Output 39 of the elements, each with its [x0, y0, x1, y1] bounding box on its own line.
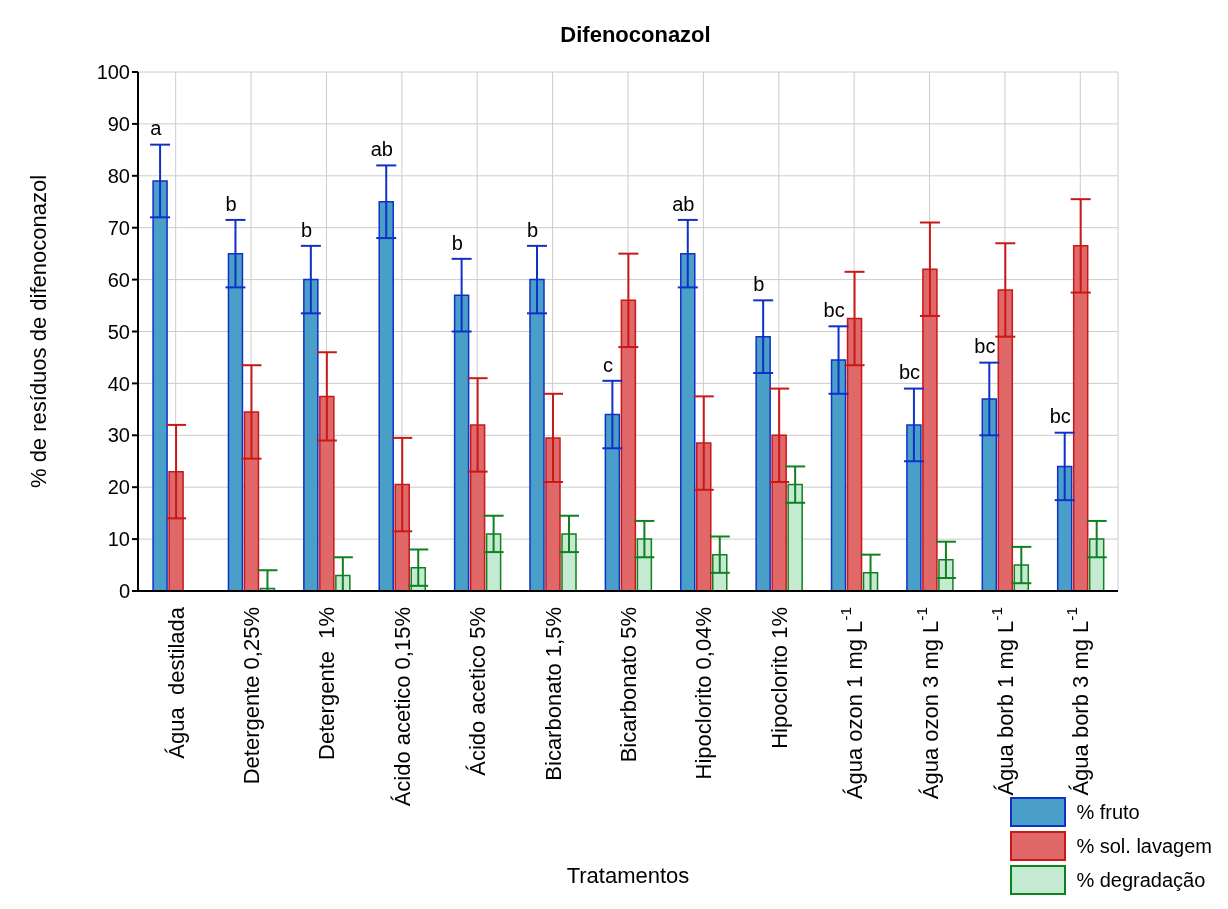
- y-tick-label: 20: [107, 476, 130, 499]
- x-tick-label: Ácido acetico 5%: [464, 607, 490, 776]
- chart-title: Difenoconazol: [559, 22, 712, 48]
- annotation: bc: [823, 299, 845, 322]
- legend-label: % fruto: [1076, 800, 1140, 824]
- legend-label: % sol. lavagem: [1076, 834, 1212, 858]
- x-tick-label: Bicarbonato 1,5%: [540, 607, 566, 781]
- y-tick-label: 80: [107, 164, 130, 187]
- y-tick-label: 90: [107, 113, 130, 135]
- y-tick-label: 0: [118, 580, 130, 603]
- x-tick-label: Ácido acetico 0,15%: [389, 607, 415, 807]
- annotation: bc: [1049, 405, 1071, 428]
- x-axis-title: Tratamentos: [566, 863, 690, 888]
- annotation: b: [527, 218, 539, 241]
- annotation: b: [300, 218, 313, 241]
- y-tick-label: 60: [107, 268, 130, 291]
- x-tick-label: Detergente 0,25%: [238, 607, 264, 785]
- annotation: b: [451, 231, 463, 254]
- y-tick-label: 30: [107, 424, 130, 447]
- y-tick-label: 10: [107, 528, 130, 551]
- y-tick-label: 40: [107, 372, 130, 395]
- x-tick-label: Hipoclorito 1%: [766, 607, 792, 749]
- annotation: b: [753, 273, 765, 296]
- y-tick-label: 50: [107, 320, 130, 343]
- x-tick-label: Detergente 1%: [313, 607, 339, 760]
- annotation: c: [603, 353, 613, 376]
- annotation: ab: [672, 192, 695, 215]
- annotation: a: [150, 117, 163, 140]
- x-tick-label: Água destilada: [163, 606, 189, 759]
- y-tick-label: 100: [96, 61, 130, 84]
- annotation: ab: [370, 138, 393, 161]
- annotation: b: [225, 192, 237, 215]
- annotation: bc: [974, 335, 996, 358]
- x-tick-label: Hipoclorito 0,04%: [690, 607, 716, 780]
- x-tick-label: Bicarbonato 5%: [615, 607, 641, 763]
- y-tick-label: 70: [107, 216, 130, 239]
- legend-label: % degradação: [1076, 868, 1206, 892]
- y-axis-title: % de resíduos de difenoconazol: [25, 174, 51, 489]
- annotation: bc: [898, 361, 921, 384]
